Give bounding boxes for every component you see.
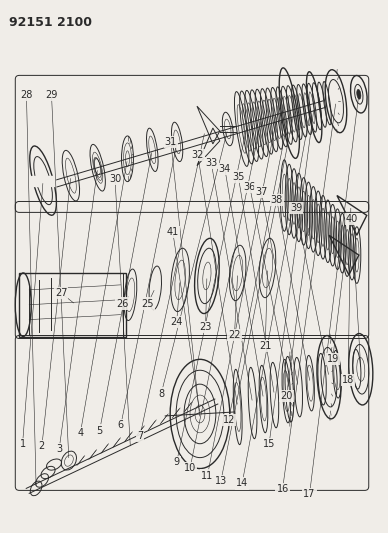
Text: 15: 15 <box>263 439 275 449</box>
Text: 36: 36 <box>244 182 256 192</box>
Text: 41: 41 <box>167 227 179 237</box>
Text: 14: 14 <box>236 479 248 488</box>
Text: 2: 2 <box>39 441 45 451</box>
Text: 30: 30 <box>109 174 121 184</box>
Text: 26: 26 <box>116 298 129 309</box>
Polygon shape <box>31 176 55 185</box>
Text: 3: 3 <box>56 444 62 454</box>
Text: 1: 1 <box>19 439 26 449</box>
Text: 9: 9 <box>173 457 180 467</box>
Text: 40: 40 <box>346 214 358 224</box>
Text: 5: 5 <box>97 425 103 435</box>
Text: 18: 18 <box>342 375 354 385</box>
Text: 35: 35 <box>232 172 244 182</box>
Text: 20: 20 <box>280 391 293 401</box>
Text: 27: 27 <box>55 288 68 298</box>
Ellipse shape <box>357 90 361 99</box>
Text: 33: 33 <box>205 158 217 168</box>
Bar <box>19 273 126 337</box>
Text: 32: 32 <box>192 150 204 160</box>
Text: 4: 4 <box>77 428 83 438</box>
Text: 10: 10 <box>184 463 196 473</box>
Text: 6: 6 <box>118 420 124 430</box>
Text: 17: 17 <box>303 489 316 499</box>
Text: 31: 31 <box>165 137 177 147</box>
Text: 34: 34 <box>219 164 231 174</box>
Text: 37: 37 <box>255 188 268 197</box>
Text: 92151 2100: 92151 2100 <box>9 16 92 29</box>
Text: 13: 13 <box>215 476 227 486</box>
Text: 28: 28 <box>20 90 33 100</box>
Text: 24: 24 <box>170 317 183 327</box>
Text: 11: 11 <box>201 471 214 481</box>
Text: 38: 38 <box>271 196 283 205</box>
Text: 22: 22 <box>228 330 241 340</box>
Text: 16: 16 <box>277 484 289 494</box>
Text: 7: 7 <box>137 431 143 441</box>
Text: 21: 21 <box>259 341 272 351</box>
Text: 29: 29 <box>45 90 58 100</box>
Text: 25: 25 <box>142 298 154 309</box>
Text: 23: 23 <box>199 322 212 333</box>
Text: 12: 12 <box>222 415 235 425</box>
Text: 39: 39 <box>290 203 302 213</box>
Text: 8: 8 <box>158 389 165 399</box>
Text: 19: 19 <box>327 354 339 364</box>
